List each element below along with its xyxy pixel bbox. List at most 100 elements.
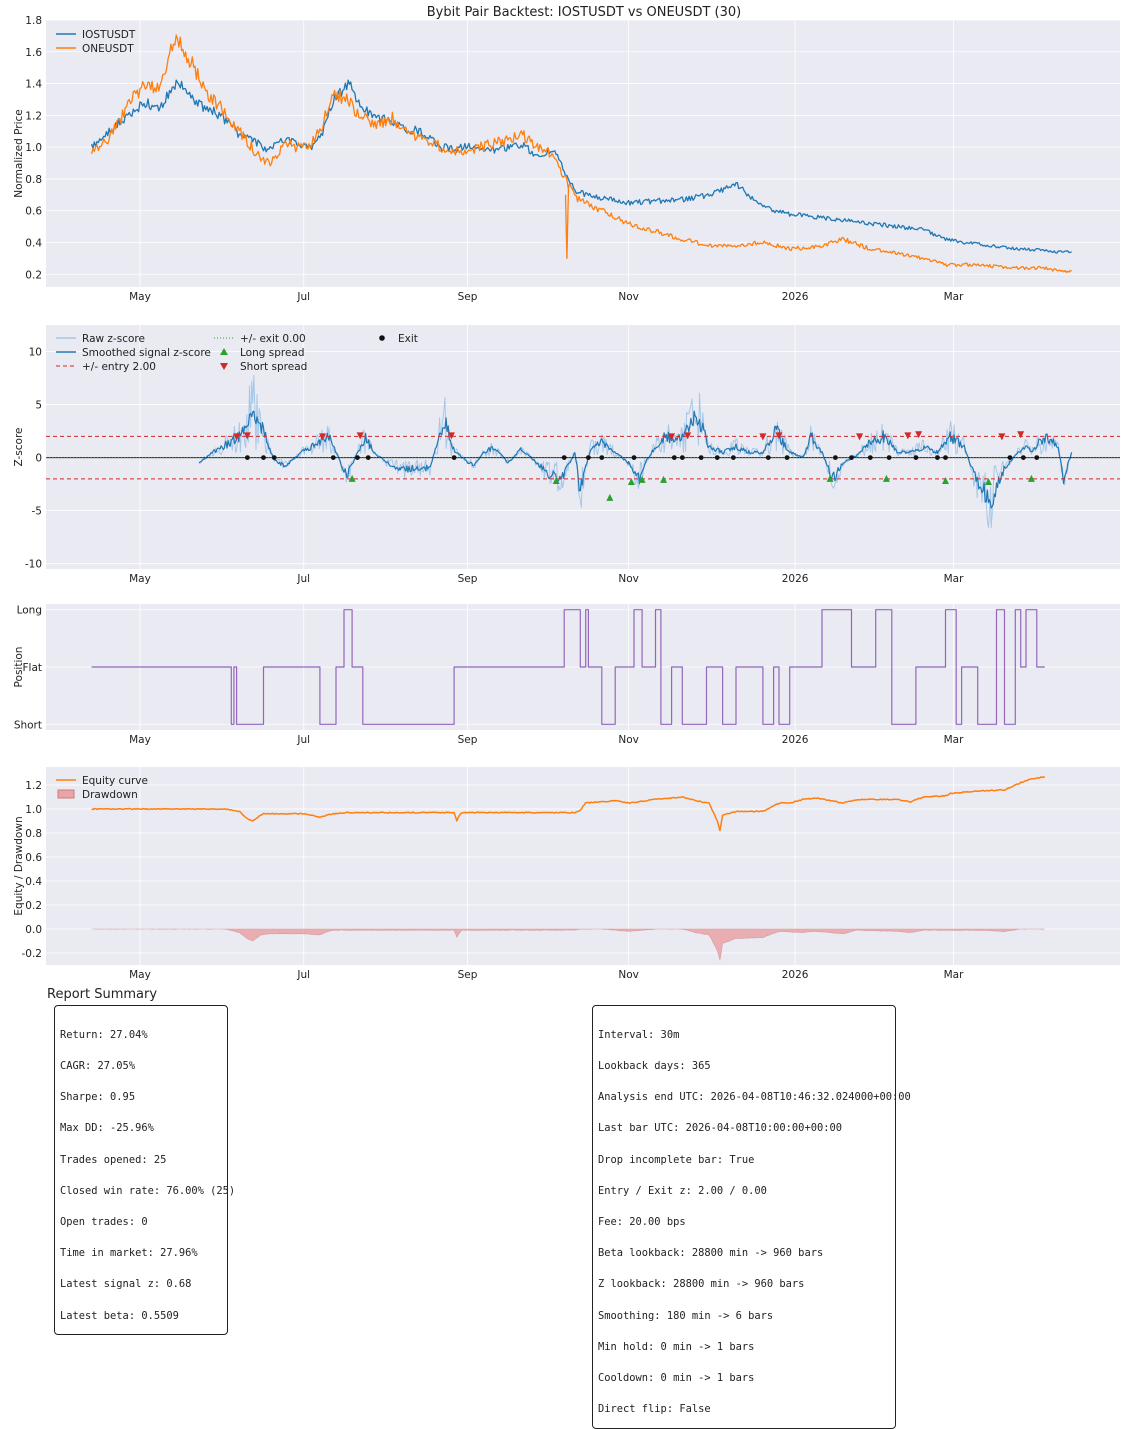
figure-title: Bybit Pair Backtest: IOSTUSDT vs ONEUSDT… [427,5,741,20]
exit-marker [451,455,457,461]
short-entry-marker [233,433,241,441]
y-tick-label: 0 [35,453,42,465]
summary-line: Trades opened: 25 [60,1153,167,1166]
position-panel: Short Flat Long May Jul Sep Nov 2026 Mar Position [13,604,1120,746]
config-line: Interval: 30m [598,1028,680,1041]
summary-line: Latest beta: 0.5509 [60,1309,179,1322]
legend-label: ONEUSDT [82,43,134,55]
y-tick-label: 0.8 [25,828,42,840]
long-entry-marker [638,475,646,483]
legend-label: Smoothed signal z-score [82,347,211,359]
y-tick-label: 10 [29,347,42,359]
long-entry-marker [1027,474,1035,482]
short-entry-marker [356,432,364,440]
series-line-oneusdt [90,34,1072,273]
summary-line: Return: 27.04% [60,1028,148,1041]
legend-swatch [220,348,228,355]
x-tick-label: 2026 [782,291,809,303]
short-entry-marker [668,433,676,441]
exit-marker [631,455,637,461]
price-background [46,20,1120,287]
equity-background [46,767,1120,965]
y-tick-label: 0.6 [25,852,42,864]
config-line: Entry / Exit z: 2.00 / 0.00 [598,1184,767,1197]
exit-marker [365,455,371,461]
config-line: Analysis end UTC: 2026-04-08T10:46:32.02… [598,1091,911,1104]
y-tick-label: 0.2 [25,900,42,912]
y-axis-label: Equity / Drawdown [13,816,25,915]
zscore-panel: -10 -5 0 5 10 May Jul Sep Nov 2026 Mar Z-score Raw z… [13,325,1120,585]
config-line: Drop incomplete bar: True [598,1153,755,1166]
x-tick-label: Mar [944,969,964,981]
y-axis-label: Normalized Price [13,109,25,198]
exit-marker [671,455,677,461]
y-tick-label: 1.0 [25,142,42,154]
long-entry-marker [348,474,356,482]
config-line: Z lookback: 28800 min -> 960 bars [598,1278,805,1291]
y-tick-label: -0.2 [22,948,43,960]
y-tick-label: 0.6 [25,206,42,218]
series-spike-oneusdt [564,186,570,260]
exit-marker [784,455,790,461]
config-line: Beta lookback: 28800 min -> 960 bars [598,1247,824,1260]
x-tick-label: 2026 [782,734,809,746]
exit-marker [849,455,854,461]
exit-marker [244,455,250,461]
config-line: Smoothing: 180 min -> 6 bars [598,1309,774,1322]
y-tick-label: 1.0 [25,804,42,816]
exit-marker [714,455,720,461]
summary-config-box: Interval: 30m Lookback days: 365 Analysi… [592,1005,911,1429]
legend-label: IOSTUSDT [82,29,136,41]
long-entry-marker [627,478,635,486]
short-entry-marker [684,432,692,440]
legend-swatch [57,789,75,799]
y-tick-label: Flat [22,662,42,674]
y-tick-label: -10 [25,559,42,571]
x-tick-label: Mar [944,734,964,746]
long-entry-marker [882,474,890,482]
summary-line: Time in market: 27.96% [60,1247,198,1260]
x-tick-label: Jul [296,969,310,981]
config-line: Min hold: 0 min -> 1 bars [598,1340,755,1353]
exit-marker [585,455,591,461]
summary-line: Open trades: 0 [60,1216,148,1229]
long-entry-marker [606,493,614,501]
figure: Bybit Pair Backtest: IOSTUSDT vs ONEUSDT… [13,5,1120,981]
x-tick-label: Nov [618,573,639,585]
short-entry-marker [1017,431,1025,439]
x-tick-label: Sep [458,573,478,585]
legend-label: Drawdown [82,789,138,801]
y-tick-label: -5 [32,506,42,518]
x-tick-label: Nov [618,734,639,746]
exit-marker [599,455,605,461]
y-tick-label: 0.4 [25,238,42,250]
short-entry-marker [915,431,923,439]
y-tick-label: 1.4 [25,79,42,91]
legend-swatch [379,335,385,341]
series-line-iostusdt [90,79,1072,254]
config-line: Direct flip: False [598,1403,711,1416]
exit-marker [935,455,940,461]
summary-metrics-box: Return: 27.04% CAGR: 27.05% Sharpe: 0.95… [54,1005,235,1336]
y-tick-label: 0.2 [25,269,42,281]
exit-marker [1020,455,1026,461]
exit-marker [832,455,838,461]
legend-label: +/- entry 2.00 [82,361,156,373]
x-tick-label: Mar [944,291,964,303]
y-tick-label: 1.2 [25,110,42,122]
config-line: Fee: 20.00 bps [598,1216,686,1229]
long-entry-marker [660,475,668,483]
y-tick-label: 0.8 [25,174,42,186]
y-tick-label: Long [17,605,42,617]
exit-marker [561,455,567,461]
exit-marker [330,455,336,461]
y-axis-label: Z-score [13,427,25,466]
drawdown-area [91,928,1045,961]
exit-marker [1007,455,1013,461]
exit-marker [271,455,277,461]
legend-label: Raw z-score [82,333,145,345]
y-tick-label: 0.4 [25,876,42,888]
y-tick-label: 1.6 [25,47,42,59]
legend-label: +/- exit 0.00 [240,333,306,345]
summary-line: Latest signal z: 0.68 [60,1278,192,1291]
